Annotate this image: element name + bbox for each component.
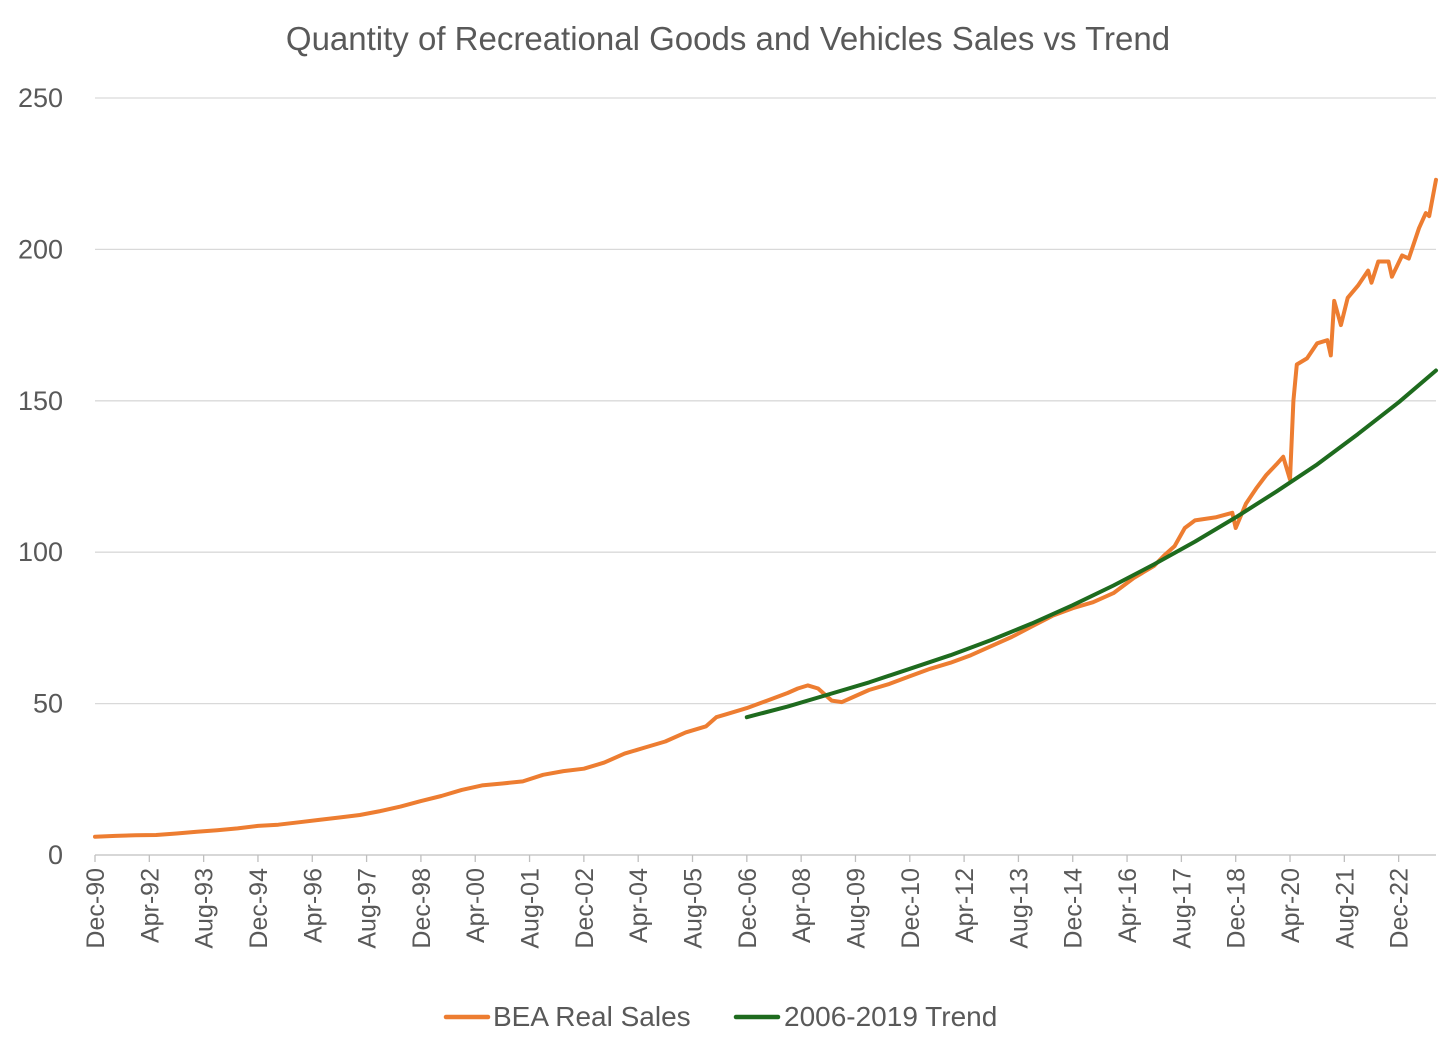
series-line-2	[744, 368, 1438, 720]
x-tick-label: Dec-90	[82, 868, 110, 949]
x-tick-label: Apr-92	[136, 868, 164, 943]
x-tick-label: Aug-97	[354, 868, 382, 949]
x-tick-label: Apr-20	[1277, 868, 1305, 943]
y-tick-label: 150	[18, 386, 63, 416]
x-tick-label: Aug-13	[1005, 868, 1033, 949]
x-tick-label: Aug-17	[1168, 868, 1196, 949]
x-tick-label: Apr-96	[299, 868, 327, 943]
y-tick-label: 100	[18, 537, 63, 567]
x-tick-label: Apr-08	[788, 868, 816, 943]
legend-label: BEA Real Sales	[493, 1001, 691, 1032]
legend: BEA Real Sales 2006-2019 Trend	[443, 1001, 997, 1032]
y-tick-label: 200	[18, 234, 63, 264]
legend-label: 2006-2019 Trend	[784, 1001, 997, 1032]
x-tick-label: Dec-22	[1386, 868, 1414, 949]
x-tick-label: Aug-01	[517, 868, 545, 949]
x-tick-label: Aug-93	[191, 868, 219, 949]
gridlines	[95, 97, 1436, 856]
x-tick-label: Dec-10	[897, 868, 925, 949]
x-tick-label: Apr-12	[951, 868, 979, 943]
x-tick-label: Dec-94	[245, 868, 273, 949]
series-line-1	[93, 177, 1438, 839]
x-tick-label: Dec-14	[1060, 868, 1088, 949]
x-tick-label: Dec-06	[734, 868, 762, 949]
x-axis-ticks: Dec-90 Apr-92 Aug-93 Dec-94 Apr-96 Aug-97 Dec-…	[82, 855, 1414, 949]
x-tick-label: Dec-18	[1223, 868, 1251, 949]
y-axis-ticks: 0 50 100 150 200 250	[18, 83, 63, 870]
y-tick-label: 50	[33, 689, 63, 719]
series-lines	[93, 177, 1438, 839]
x-tick-label: Apr-00	[462, 868, 490, 943]
y-tick-label: 0	[48, 840, 63, 870]
x-tick-label: Aug-05	[680, 868, 708, 949]
x-tick-label: Dec-02	[571, 868, 599, 949]
x-tick-label: Dec-98	[408, 868, 436, 949]
x-tick-label: Apr-16	[1114, 868, 1142, 943]
x-tick-label: Aug-09	[842, 868, 870, 949]
x-tick-label: Aug-21	[1331, 868, 1359, 949]
y-tick-label: 250	[18, 83, 63, 113]
x-tick-label: Apr-04	[625, 868, 653, 943]
chart-title: Quantity of Recreational Goods and Vehic…	[286, 20, 1170, 57]
